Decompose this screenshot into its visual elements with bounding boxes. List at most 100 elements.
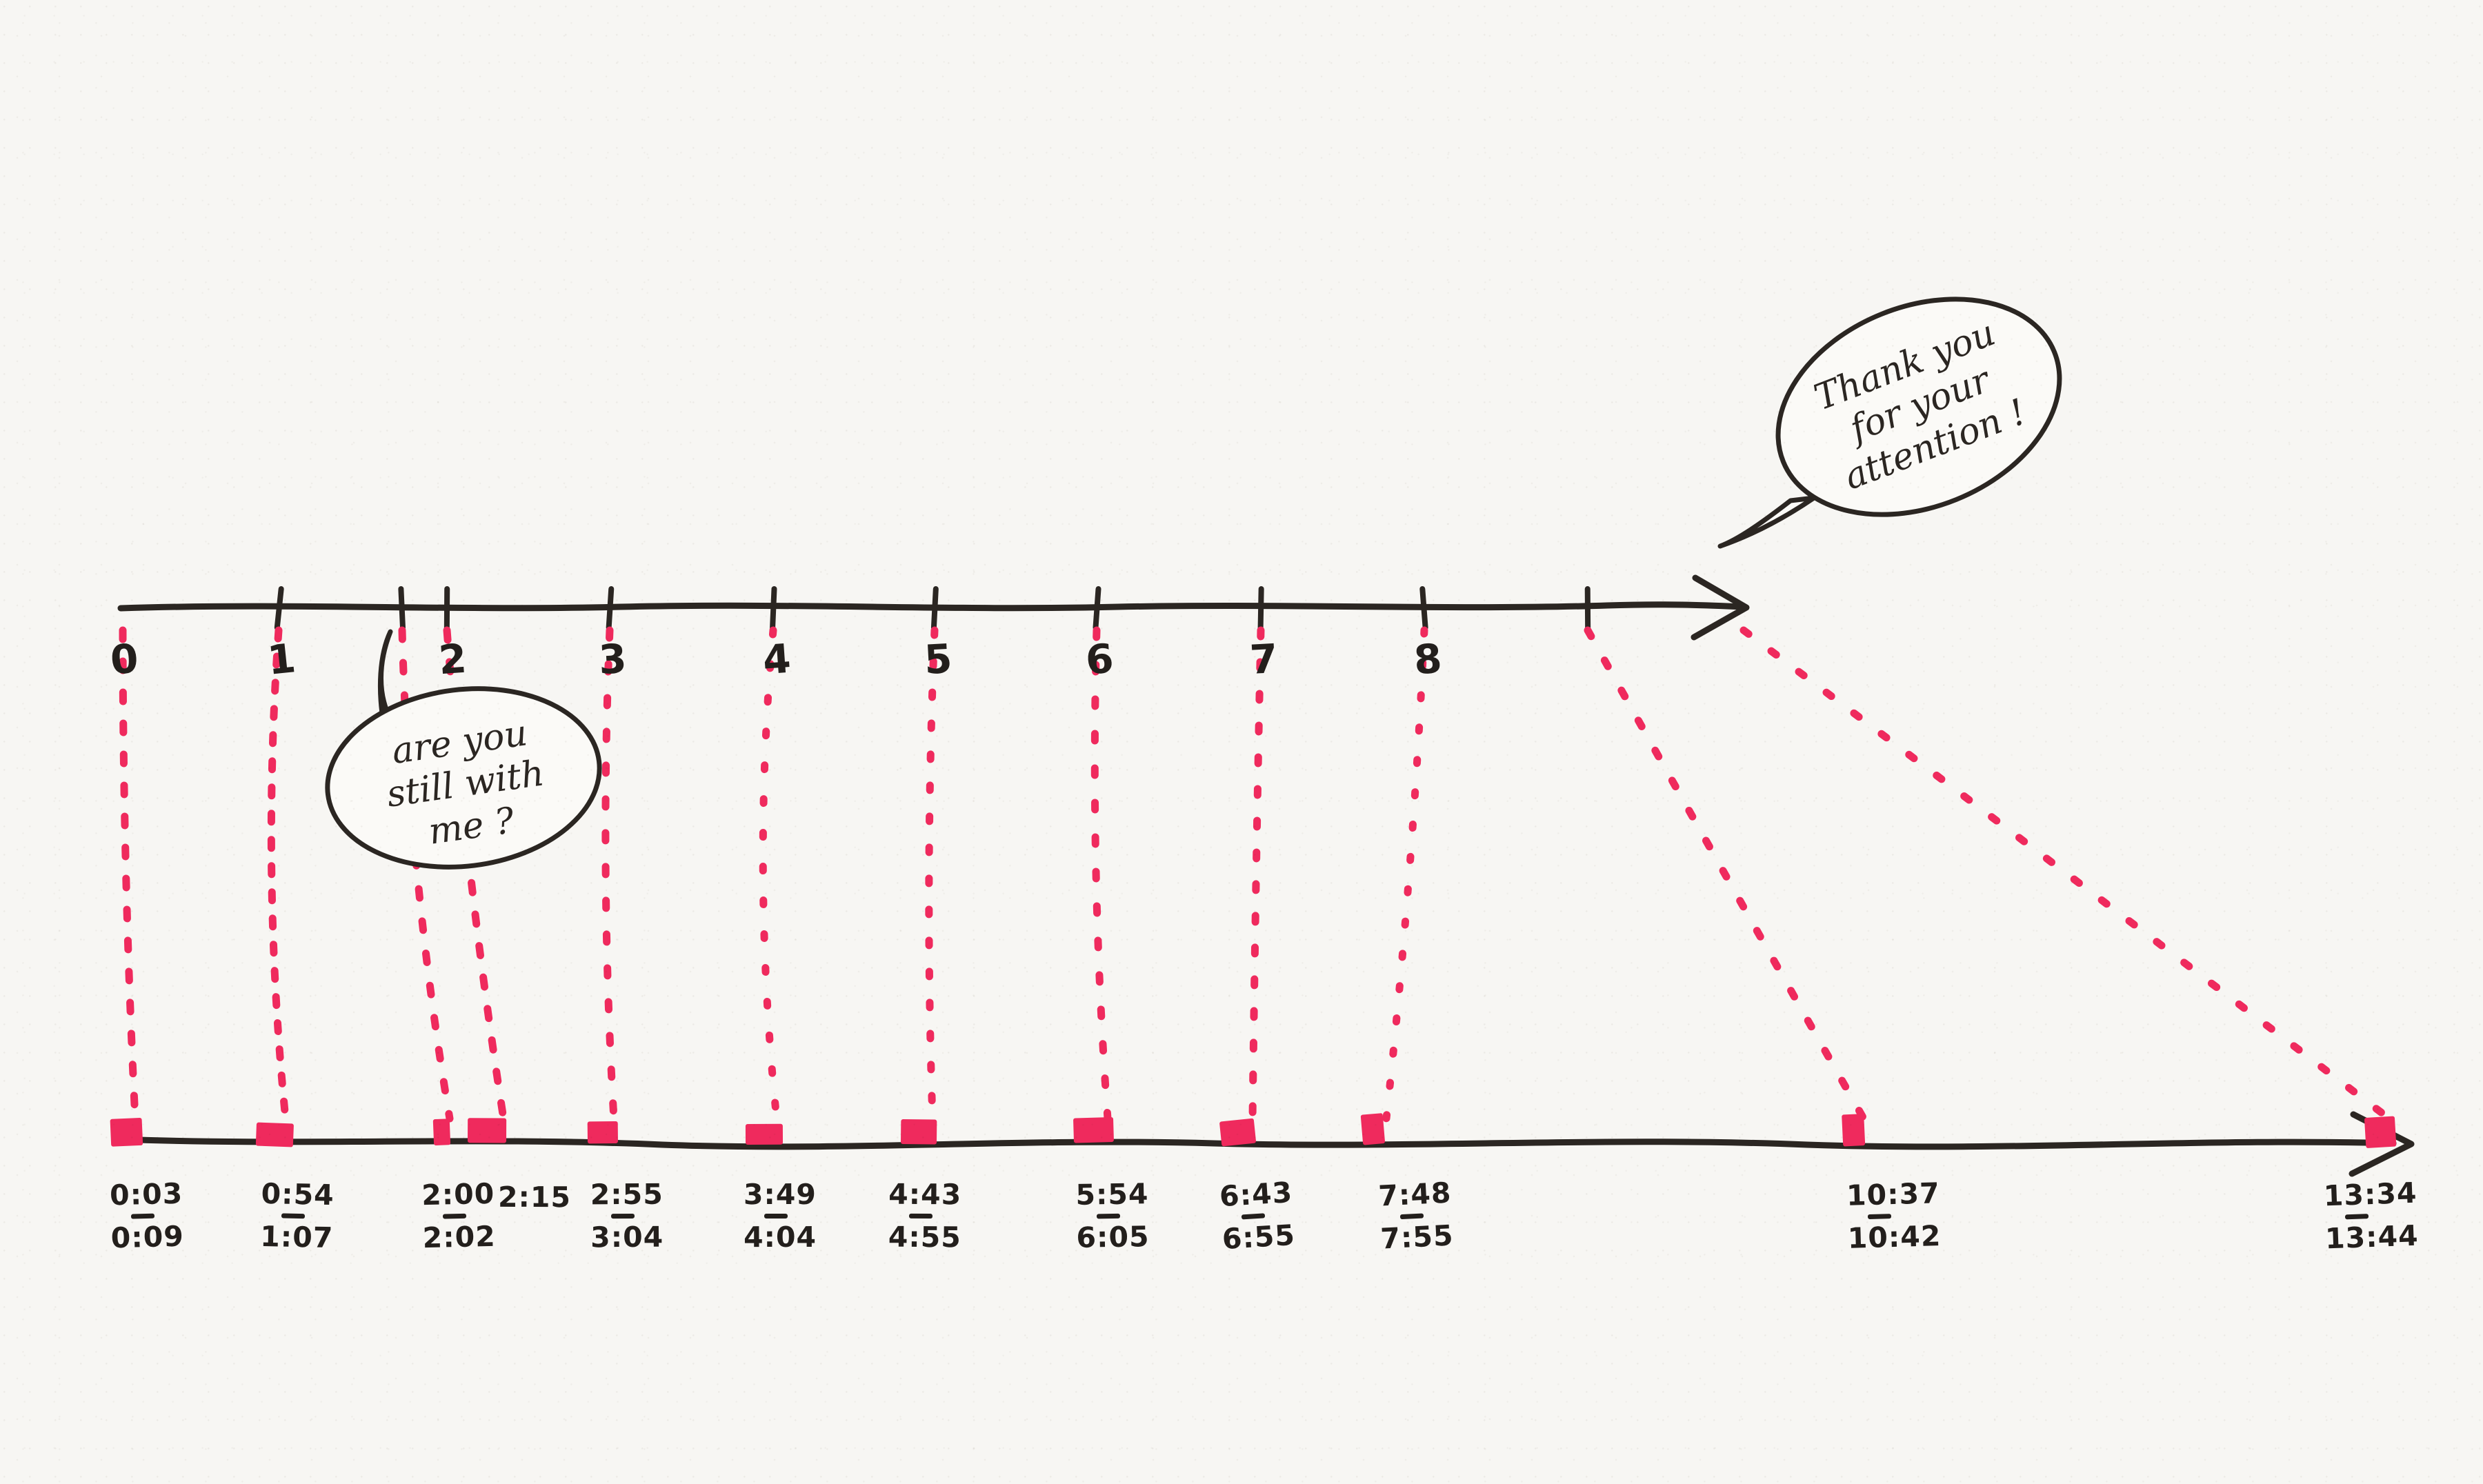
axis-tick	[398, 586, 406, 630]
connector-line	[267, 626, 290, 1123]
top-tick-label-2: 2	[437, 634, 469, 684]
time-range-label: 13:34 13:44	[2323, 1176, 2420, 1256]
top-tick-label-4: 4	[761, 634, 793, 684]
time-range-dash	[1096, 1213, 1121, 1219]
axis-tick	[930, 586, 939, 630]
bottom-axis-group	[117, 1111, 2415, 1177]
time-range-dash	[764, 1213, 788, 1219]
time-range-end: 4:04	[744, 1220, 817, 1254]
axis-tick	[1419, 586, 1428, 630]
axis-mark	[110, 1117, 143, 1147]
time-range-label: 4:43 4:55	[888, 1177, 962, 1254]
axis-mark	[432, 1119, 451, 1146]
axis-mark	[900, 1119, 937, 1145]
time-range-start: 0:54	[261, 1176, 335, 1212]
time-range-start: 5:54	[1075, 1177, 1149, 1212]
connector-line	[1090, 626, 1112, 1123]
connector-line	[1382, 626, 1428, 1123]
axis-tick	[274, 586, 284, 630]
connector-line	[1584, 626, 1868, 1123]
time-range-label: 3:49 4:04	[743, 1177, 817, 1254]
bubble-tail-are-you	[377, 629, 393, 725]
axis-mark	[1219, 1118, 1256, 1147]
time-range-dash	[1867, 1214, 1892, 1220]
time-range-dash	[281, 1213, 306, 1219]
time-range-start: 3:49	[743, 1177, 817, 1212]
time-range-label: 7:48 7:55	[1377, 1176, 1455, 1256]
time-range-start: 0:03	[109, 1176, 183, 1212]
time-range-start: 2:00	[421, 1176, 495, 1212]
time-range-start: 6:43	[1218, 1175, 1294, 1214]
time-range-dash	[130, 1213, 155, 1219]
time-range-start: 13:34	[2323, 1176, 2418, 1213]
time-range-dash	[610, 1213, 635, 1219]
axis-mark	[468, 1118, 507, 1143]
time-range-label: 6:43 6:55	[1218, 1175, 1297, 1256]
time-range-start: 7:48	[1377, 1176, 1453, 1213]
axis-tick	[606, 586, 615, 630]
top-tick-label-0: 0	[108, 634, 141, 684]
axis-mark	[255, 1122, 294, 1147]
time-range-end: 6:05	[1076, 1220, 1150, 1254]
axis-mark	[745, 1123, 784, 1145]
top-axis-arrowhead	[1691, 574, 1750, 641]
top-axis-line	[117, 601, 1747, 612]
top-tick-label-5: 5	[923, 634, 954, 684]
time-range-end: 4:55	[888, 1220, 961, 1254]
connector-line	[759, 626, 781, 1123]
top-tick-label-3: 3	[597, 634, 628, 684]
time-range-start: 2:55	[590, 1177, 664, 1212]
connector-line	[119, 626, 139, 1123]
axis-mark	[587, 1121, 618, 1144]
time-range-label: 0:54 1:07	[259, 1176, 335, 1255]
time-range-start: 10:37	[1846, 1176, 1941, 1212]
axis-mark	[1360, 1113, 1385, 1145]
connector-line	[1739, 626, 2393, 1123]
time-range-start: 4:43	[888, 1177, 962, 1212]
time-range-label: 2:55 3:04	[590, 1177, 664, 1254]
top-tick-label-8: 8	[1412, 634, 1444, 684]
bubble-thank-you	[1717, 297, 2062, 549]
time-range-label: 5:54 6:05	[1075, 1177, 1150, 1254]
time-range-dash	[1399, 1213, 1424, 1220]
bubble-tail-thank-you	[1717, 495, 1817, 549]
axis-tick	[1093, 586, 1101, 630]
time-range-end: 7:55	[1379, 1219, 1455, 1256]
axis-tick	[770, 586, 777, 630]
time-range-dash	[2344, 1214, 2369, 1220]
top-tick-label-7: 7	[1248, 634, 1279, 684]
connector-line	[601, 626, 618, 1123]
time-range-label: 2:00 2:02	[421, 1176, 497, 1255]
time-range-end: 3:04	[590, 1220, 664, 1254]
connector-line	[1248, 626, 1265, 1123]
top-tick-label-1: 1	[265, 634, 299, 684]
bottom-axis-marks	[110, 1113, 2397, 1148]
top-axis-group	[117, 574, 1750, 641]
time-range-end: 10:42	[1847, 1219, 1942, 1255]
pink-connector-lines	[119, 626, 2393, 1123]
bubble-body-thank-you	[1775, 297, 2062, 517]
axis-mark	[1073, 1116, 1114, 1143]
connector-line	[925, 626, 939, 1123]
top-axis-ticks	[274, 586, 1591, 630]
time-range-end: 13:44	[2324, 1219, 2420, 1256]
time-range-end: 6:55	[1221, 1218, 1297, 1256]
top-tick-label-6: 6	[1084, 634, 1116, 684]
time-label-single: 2:15	[497, 1180, 572, 1214]
time-range-dash	[908, 1213, 933, 1219]
axis-mark	[1842, 1114, 1866, 1147]
time-range-end: 1:07	[259, 1219, 334, 1255]
time-range-dash	[1241, 1213, 1266, 1220]
bubble-are-you-still-with-me	[325, 629, 602, 870]
time-range-dash	[442, 1213, 467, 1219]
axis-mark	[2364, 1116, 2397, 1148]
axis-tick	[1257, 586, 1264, 630]
time-range-label: 0:03 0:09	[109, 1176, 185, 1255]
bottom-axis-line	[117, 1136, 2397, 1150]
time-range-end: 2:02	[422, 1219, 497, 1255]
time-range-label: 10:37 10:42	[1846, 1176, 1942, 1255]
time-range-end: 0:09	[110, 1219, 185, 1255]
bubble-body-are-you	[325, 686, 602, 870]
